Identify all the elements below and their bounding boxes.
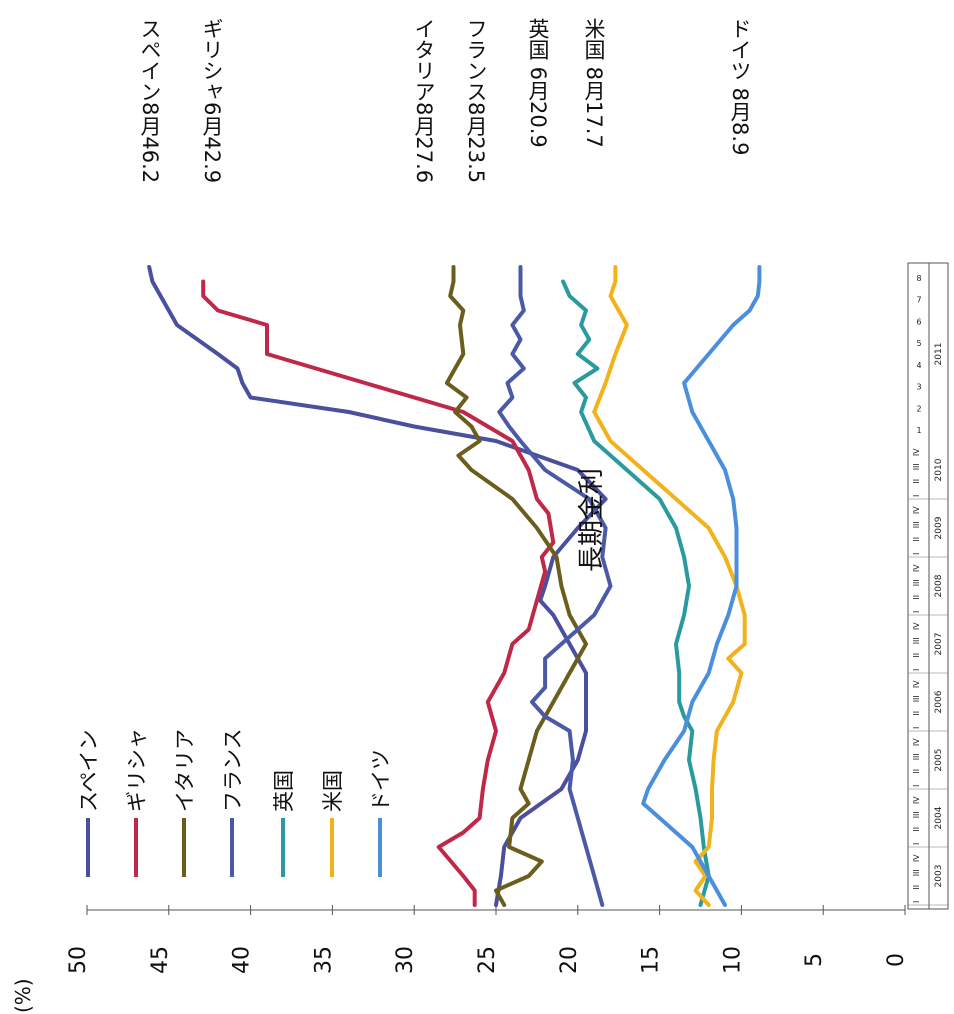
quarter-label-2004-I: I xyxy=(912,843,921,845)
legend-label-france: フランス xyxy=(221,728,245,812)
quarter-label-2004-III: III xyxy=(912,811,921,818)
legend-label-greece: ギリシャ xyxy=(125,728,149,812)
series-line-uk xyxy=(561,279,711,907)
year-label-2006: 2006 xyxy=(934,690,944,713)
end-label-greece: ギリシャ6月42.9 xyxy=(200,18,224,183)
value-tick-label-20: 20 xyxy=(557,946,582,974)
month-label-2011-1: 1 xyxy=(916,426,921,435)
month-label-2011-3: 3 xyxy=(916,383,921,392)
quarter-label-2008-III: III xyxy=(912,579,921,586)
quarter-label-2003-III: III xyxy=(912,869,921,876)
end-label-spain: スペイン8月46.2 xyxy=(138,18,162,183)
legend-label-germany: ドイツ xyxy=(369,749,393,812)
month-label-2011-6: 6 xyxy=(916,317,921,326)
quarter-label-2010-I: I xyxy=(912,495,921,497)
end-label-france: フランス8月23.5 xyxy=(464,18,488,183)
unit-label: (%) xyxy=(11,978,35,1013)
series-line-greece xyxy=(201,279,556,907)
end-label-germany: ドイツ 8月8.9 xyxy=(728,18,752,155)
value-tick-label-10: 10 xyxy=(720,946,745,974)
title-group: 長期金利 xyxy=(577,468,607,572)
value-tick-label-45: 45 xyxy=(148,946,173,974)
quarter-label-2008-IV: IV xyxy=(912,564,921,572)
quarter-label-2005-IV: IV xyxy=(912,738,921,746)
year-label-2011: 2011 xyxy=(934,343,944,366)
value-tick-label-30: 30 xyxy=(393,946,418,974)
quarter-label-2003-I: I xyxy=(912,901,921,903)
quarter-label-2009-I: I xyxy=(912,553,921,555)
quarter-label-2004-IV: IV xyxy=(912,796,921,804)
month-label-2011-2: 2 xyxy=(916,404,921,413)
legend-label-spain: スペイン xyxy=(77,729,101,812)
quarter-label-2009-IV: IV xyxy=(912,506,921,514)
year-label-2003: 2003 xyxy=(934,865,944,888)
year-label-2004: 2004 xyxy=(934,806,944,829)
month-label-2011-7: 7 xyxy=(916,296,921,305)
time-axis-frame xyxy=(907,262,949,910)
end-labels: スペイン8月46.2 ギリシャ6月42.9 イタリア8月27.6 フランス8月23.5… xyxy=(138,18,752,183)
month-label-2011-4: 4 xyxy=(916,361,921,370)
quarter-label-2005-III: III xyxy=(912,753,921,760)
quarter-label-2008-II: II xyxy=(912,595,921,600)
quarter-label-2004-II: II xyxy=(912,827,921,832)
quarter-label-2006-I: I xyxy=(912,727,921,729)
month-label-2011-8: 8 xyxy=(916,274,921,283)
series-line-italy xyxy=(444,265,588,907)
quarter-label-2006-II: II xyxy=(912,711,921,716)
series-line-germany xyxy=(641,265,762,907)
year-label-2008: 2008 xyxy=(934,574,944,597)
quarter-label-2008-I: I xyxy=(912,611,921,613)
quarter-label-2009-II: II xyxy=(912,537,921,542)
legend-label-italy: イタリア xyxy=(173,729,197,812)
legend-label-uk: 英国 xyxy=(272,770,296,812)
series-line-us xyxy=(592,265,747,907)
year-label-2007: 2007 xyxy=(934,633,944,656)
legend-label-us: 米国 xyxy=(321,770,345,812)
chart-title: 長期金利 xyxy=(577,468,607,572)
legend: スペイン ギリシャ イタリア フランス英国 米国 ドイツ xyxy=(77,728,393,877)
value-tick-label-40: 40 xyxy=(230,946,255,974)
quarter-label-2010-IV: IV xyxy=(912,448,921,456)
value-tick-label-35: 35 xyxy=(311,946,336,974)
month-label-2011-5: 5 xyxy=(916,339,921,348)
series-lines xyxy=(147,265,762,907)
quarter-label-2006-III: III xyxy=(912,695,921,702)
quarter-label-2005-I: I xyxy=(912,785,921,787)
value-tick-label-50: 50 xyxy=(66,946,91,974)
quarter-label-2003-IV: IV xyxy=(912,854,921,862)
quarter-label-2007-I: I xyxy=(912,669,921,671)
year-label-2010: 2010 xyxy=(934,458,944,481)
year-label-2009: 2009 xyxy=(934,516,944,539)
end-label-uk: 英国 6月20.9 xyxy=(526,18,550,148)
y-axis: 0 5 10 15 20 25 30 35 40 45 50 (%) xyxy=(11,905,909,1013)
quarter-label-2007-III: III xyxy=(912,637,921,644)
x-axis: IIIIIIIV2003IIIIIIIV2004IIIIIIIV2005IIII… xyxy=(907,262,949,910)
quarter-label-2006-IV: IV xyxy=(912,680,921,688)
value-tick-label-0: 0 xyxy=(884,953,909,967)
value-tick-label-15: 15 xyxy=(639,946,664,974)
series-line-france xyxy=(497,265,613,907)
quarter-label-2010-III: III xyxy=(912,463,921,470)
value-tick-label-5: 5 xyxy=(802,953,827,967)
end-label-italy: イタリア8月27.6 xyxy=(412,18,436,183)
quarter-label-2003-II: II xyxy=(912,885,921,890)
quarter-label-2007-IV: IV xyxy=(912,622,921,630)
quarter-label-2010-II: II xyxy=(912,479,921,484)
quarter-label-2009-III: III xyxy=(912,521,921,528)
quarter-label-2007-II: II xyxy=(912,653,921,658)
value-tick-label-25: 25 xyxy=(475,946,500,974)
quarter-label-2005-II: II xyxy=(912,769,921,774)
year-label-2005: 2005 xyxy=(934,749,944,772)
end-label-us: 米国 8月17.7 xyxy=(582,18,606,148)
